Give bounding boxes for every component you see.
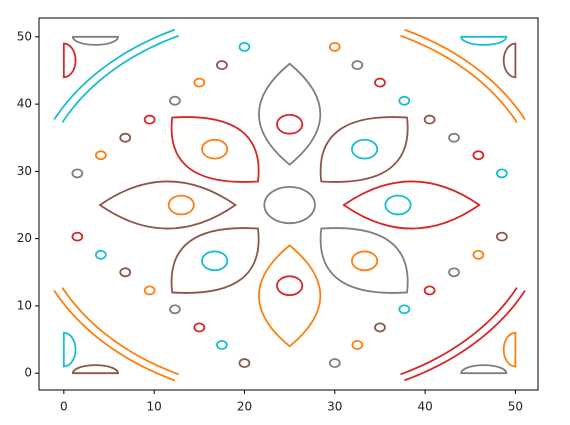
x-tick-label: 50 (508, 400, 523, 414)
circle (238, 41, 251, 52)
circle (423, 285, 436, 296)
circle (328, 41, 341, 52)
circle (238, 358, 251, 369)
half-ellipse (502, 331, 517, 368)
arc (404, 28, 526, 120)
y-tick-label: 30 (17, 164, 32, 178)
circle (351, 250, 379, 272)
circle (193, 322, 206, 333)
circle (398, 95, 411, 106)
circle (71, 231, 84, 242)
x-tick-label: 30 (327, 400, 342, 414)
circle (276, 275, 304, 297)
y-tick-label: 10 (17, 298, 32, 312)
circle (374, 77, 386, 88)
circle (351, 138, 379, 160)
circle (448, 267, 460, 278)
half-ellipse (62, 42, 77, 79)
half-ellipse (460, 35, 508, 46)
half-ellipse (71, 364, 119, 375)
x-tick-label: 20 (237, 400, 252, 414)
petal (170, 116, 260, 183)
arc (61, 287, 180, 376)
circle (193, 77, 206, 88)
circle (169, 304, 181, 315)
half-ellipse (62, 331, 77, 368)
plot-frame (38, 17, 539, 391)
circle (351, 339, 364, 350)
half-ellipse (502, 42, 517, 79)
petal (258, 244, 322, 348)
half-ellipse (71, 35, 119, 46)
petal (319, 116, 409, 183)
circle (143, 285, 156, 296)
half-ellipse (460, 364, 508, 375)
circle (216, 60, 228, 71)
circle (94, 249, 107, 260)
arc (53, 28, 176, 120)
circle (496, 231, 508, 242)
arc (53, 290, 176, 382)
circle (472, 249, 485, 260)
circle (71, 168, 84, 179)
circle (351, 60, 364, 71)
circle (276, 113, 304, 135)
petal (342, 180, 481, 230)
x-tick-label: 10 (147, 400, 162, 414)
arc (404, 290, 526, 382)
circle (201, 138, 229, 160)
circle (423, 114, 436, 125)
circle (169, 95, 181, 106)
circle (448, 132, 460, 143)
circle (167, 194, 195, 216)
circle (263, 185, 316, 225)
x-tick-label: 0 (60, 400, 68, 414)
circle (384, 194, 412, 216)
circle (143, 114, 156, 125)
circle (496, 168, 508, 179)
arc (61, 34, 180, 123)
y-tick-label: 40 (17, 97, 32, 111)
arc (400, 287, 518, 376)
circle (374, 322, 386, 333)
circle (216, 339, 228, 350)
x-tick-label: 40 (417, 400, 432, 414)
y-tick-label: 20 (17, 231, 32, 245)
petal (258, 62, 322, 166)
arc (400, 34, 518, 123)
circle (119, 267, 132, 278)
circle (119, 132, 132, 143)
petal (98, 180, 238, 230)
circle (472, 150, 485, 161)
circle (201, 250, 229, 272)
circle (94, 150, 107, 161)
circle (398, 304, 411, 315)
circle (328, 358, 341, 369)
petal (319, 227, 409, 294)
petal (170, 227, 260, 294)
y-tick-label: 50 (17, 29, 32, 43)
y-tick-label: 0 (24, 366, 32, 380)
